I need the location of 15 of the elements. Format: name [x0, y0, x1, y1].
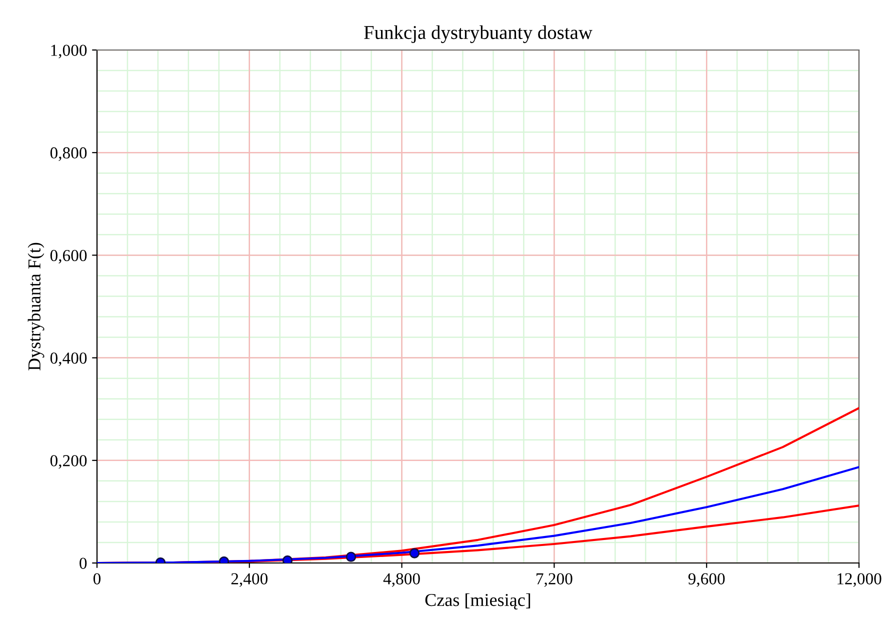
- y-tick-label: 0,600: [50, 250, 87, 264]
- y-tick-label: 0,200: [50, 455, 87, 469]
- x-tick-label: 9,600: [688, 573, 725, 587]
- y-tick-label: 0,400: [50, 352, 87, 366]
- x-tick-label: 0: [93, 573, 101, 584]
- x-tick-label: 4,800: [383, 573, 420, 587]
- x-axis-title: Czas [miesiąc]: [425, 593, 530, 610]
- y-tick-label: 0,800: [50, 147, 87, 161]
- y-axis-title: Dystrybuanta F(t): [28, 242, 44, 370]
- x-tick-label: 2,400: [231, 573, 268, 587]
- chart-title: Funkcja dystrybuanty dostaw: [364, 25, 592, 44]
- x-tick-label: 7,200: [536, 573, 572, 587]
- x-tick-label: 12,000: [838, 573, 882, 587]
- y-tick-label: 0: [80, 558, 87, 569]
- y-tick-label: 1,000: [51, 44, 87, 58]
